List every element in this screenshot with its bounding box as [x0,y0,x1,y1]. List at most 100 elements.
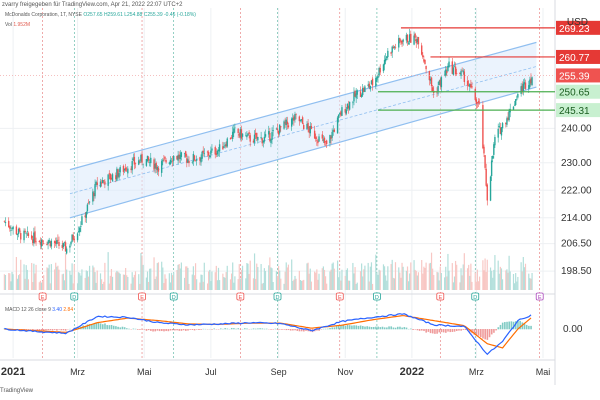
volume-bar [308,273,310,290]
candle-body [165,160,167,163]
candle-body [38,240,41,243]
candle-body [485,168,487,186]
candle-body [278,124,281,134]
candle-body [20,233,22,240]
volume-bar [430,252,433,290]
candle-body [163,158,165,160]
candle-body [216,150,219,155]
event-markers[interactable]: D D D D DE E E E E E [38,292,544,301]
volume-bar [468,264,470,290]
candle-body [339,113,341,115]
macd-histogram-bar [180,329,183,331]
candle-body [513,104,516,106]
volume-bar [237,279,239,290]
candle-body [206,151,209,153]
macd-histogram-bar [431,329,434,334]
y-tick-label: 230.00 [561,158,592,169]
volume-bar [203,262,205,290]
candle-body [239,129,242,138]
ohlc-values: O257.65 H259.61 L254.88 C255.39 -0.46 (-… [83,12,196,18]
macd-histogram-bar [132,328,135,330]
price-level-tag [556,103,600,118]
macd-histogram-bar [86,324,89,330]
macd-histogram-bar [154,329,157,332]
candle-body [462,70,464,73]
macd-histogram-bar [121,326,124,330]
macd-histogram-bar [436,329,438,334]
volume-bar [165,278,167,290]
macd-histogram-bar [394,327,397,330]
macd-histogram-bar [337,325,340,330]
macd-histogram-bar [370,327,373,330]
volume-bar [168,273,170,290]
candle-body [160,161,163,173]
volume-bar [315,272,317,290]
candle-body [26,231,29,232]
volume-bar [208,271,210,290]
trend-channel[interactable] [69,41,537,219]
candle-body [463,71,466,82]
candle-body [529,79,531,88]
macd-histogram-bar [362,326,364,330]
volume-bar [302,280,304,290]
candle-body [56,240,58,245]
volume-bar [446,276,448,290]
candle-body [353,92,355,102]
volume-bar [277,266,280,290]
x-tick-label: 2022 [400,366,424,378]
macd-histogram-bar [445,329,447,333]
candle-body [301,117,304,124]
volume-bar [347,280,350,290]
macd-histogram-bar [501,322,504,330]
candle-body [440,77,443,88]
macd-histogram-bar [165,329,167,332]
candle-body [35,241,37,243]
volume-bar [76,283,79,290]
price-levels[interactable]: 269.23 260.77 255.39 250.65 245.31 [0,20,600,118]
candle-body [429,78,432,81]
candle-body [18,228,21,232]
candle-body [363,88,365,92]
volume-bar [256,263,258,290]
candle-body [292,117,294,121]
candle-body [179,154,181,160]
volume-bar [103,281,105,290]
candle-body [40,239,43,247]
candle-body [528,85,530,89]
macd-histogram-bar [514,321,517,330]
macd-histogram-bar [167,329,170,332]
macd-histogram-bar [176,329,178,331]
macd-histogram-bar [493,329,495,333]
candle-body [138,160,140,165]
candle-body [489,176,492,201]
candle-body [359,91,362,97]
candle-body [262,140,264,143]
volume-bar [482,260,484,290]
volume-bar [299,280,302,290]
macd-histogram-bar [169,329,172,331]
candle-body [300,119,303,121]
tradingview-logo: TradingView [0,388,33,394]
macd-histogram-bar [27,329,30,330]
macd-histogram-bar [396,326,399,330]
volume-bar [96,270,98,290]
volume-bar [38,282,40,290]
volume-bar [80,275,82,290]
candle-body [317,140,319,144]
macd-histogram-bar [104,323,106,330]
candle-body [57,239,59,241]
candle-body [260,137,262,139]
macd-pane[interactable] [3,313,532,356]
candle-body [79,227,81,232]
chart-axes[interactable]: 198.50 206.50 214.00 222.00 230.00 240.00 0.00… [1,123,592,378]
volume-bar [368,281,370,290]
candle-body [146,155,149,162]
candle-body [199,157,201,161]
candle-body [354,90,356,97]
candle-body [478,102,481,104]
macd-histogram-bar [340,325,342,330]
candle-body [370,80,373,85]
candle-body [257,136,259,141]
macd-histogram-bar [117,326,119,330]
